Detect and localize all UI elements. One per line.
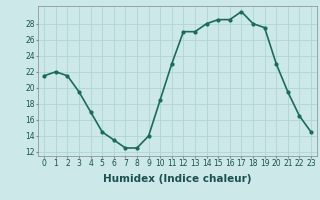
X-axis label: Humidex (Indice chaleur): Humidex (Indice chaleur) [103, 174, 252, 184]
